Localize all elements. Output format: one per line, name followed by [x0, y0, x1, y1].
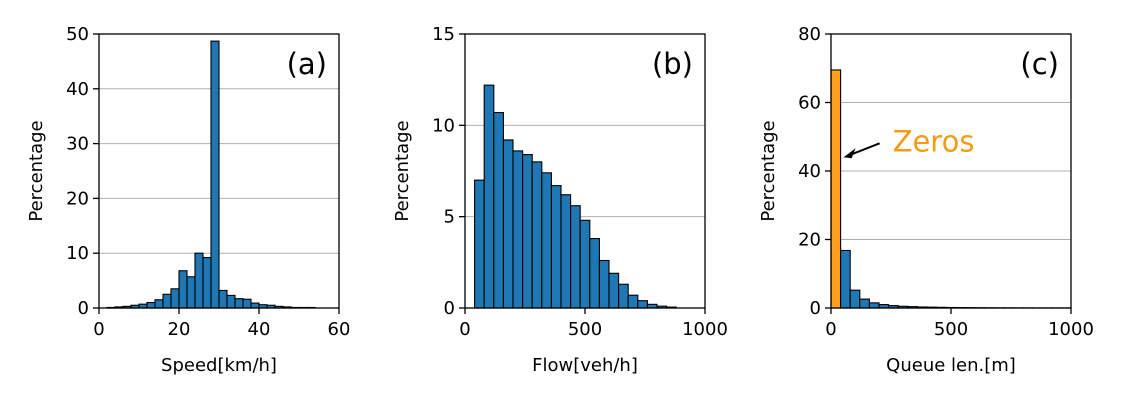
x-axis-label: Speed[km/h]: [161, 355, 277, 376]
panel-label: (b): [652, 47, 693, 81]
histogram-bar: [608, 272, 620, 309]
histogram-bar: [522, 154, 533, 309]
histogram-bar: [226, 294, 236, 309]
annotation-arrow-line: [851, 142, 880, 156]
histogram-bar: [146, 301, 156, 309]
histogram-bar: [531, 161, 543, 309]
histogram-bar: [598, 259, 610, 309]
histogram-bar: [550, 185, 562, 309]
y-tick-label: 15: [432, 24, 455, 45]
panel-a: 0 20 40 60 0 10 20 30 40 50 Speed[km/h] Percentage (…: [26, 24, 350, 376]
x-axis-label: Flow[veh/h]: [532, 355, 638, 376]
panel-label: (a): [287, 47, 327, 81]
histogram-bar: [210, 40, 220, 309]
y-tick-label: 0: [78, 298, 89, 319]
axes-frame: [98, 33, 340, 309]
histogram-bar: [502, 139, 514, 309]
x-tick-label: 0: [825, 319, 836, 340]
histogram-bar: [194, 252, 204, 309]
histogram-bar: [589, 238, 600, 309]
histogram-bar: [250, 302, 260, 309]
x-tick-label: 20: [168, 319, 191, 340]
zeros-annotation: Zeros: [893, 124, 975, 158]
histogram-bar: [868, 302, 880, 309]
histogram-bar: [202, 257, 212, 309]
histogram-bar: [218, 289, 228, 309]
histogram-bar: [541, 172, 552, 309]
histogram-bar: [170, 288, 180, 309]
x-tick-label: 500: [934, 319, 968, 340]
x-tick-label: 60: [328, 319, 351, 340]
y-tick-label: 0: [444, 298, 455, 319]
y-axis-label: Percentage: [26, 120, 47, 221]
histogram-bar: [242, 298, 252, 309]
y-axis-label: Percentage: [392, 120, 413, 221]
x-tick-label: 1000: [682, 319, 728, 340]
histogram-bar: [570, 205, 581, 309]
histogram-bar: [560, 194, 572, 309]
annotation-arrowhead: [843, 148, 856, 159]
histogram-bar: [162, 293, 172, 309]
histogram-bar: [859, 298, 870, 309]
histogram-bar: [178, 270, 188, 309]
histogram-bar: [627, 294, 639, 309]
histogram-bar: [234, 298, 244, 309]
histogram-bar: [474, 179, 485, 309]
x-tick-label: 0: [93, 319, 104, 340]
x-axis-label: Queue len.[m]: [886, 355, 1016, 376]
y-tick-label: 50: [66, 24, 89, 45]
panel-b: 0 500 1000 0 5 10 15 Flow[veh/h] Percentage (b): [392, 24, 728, 376]
x-tick-label: 40: [248, 319, 271, 340]
histogram-bar: [154, 299, 164, 309]
highlighted-bar: [830, 69, 842, 309]
x-tick-label: 1000: [1048, 319, 1094, 340]
y-tick-label: 10: [66, 243, 89, 264]
y-tick-label: 60: [798, 93, 821, 114]
y-tick-label: 0: [810, 298, 821, 319]
y-tick-label: 40: [798, 161, 821, 182]
histogram-bar: [579, 219, 591, 309]
y-tick-label: 5: [444, 207, 455, 228]
histogram-bar: [493, 111, 504, 309]
histogram-bar: [512, 150, 524, 309]
histogram-bar: [186, 276, 196, 309]
x-tick-label: 0: [459, 319, 470, 340]
y-tick-label: 40: [66, 79, 89, 100]
panel-c: 0 500 1000 0 20 40 60 80 Queue len.[m] Percentage…: [758, 24, 1094, 376]
histogram-bar: [483, 84, 495, 309]
x-tick-label: 500: [568, 319, 602, 340]
y-tick-label: 30: [66, 134, 89, 155]
histogram-bar: [840, 249, 851, 309]
y-tick-label: 20: [798, 230, 821, 251]
histogram-bar: [849, 289, 861, 309]
histogram-bar: [637, 300, 648, 309]
histogram-bar: [618, 283, 629, 309]
y-tick-label: 80: [798, 24, 821, 45]
y-axis-label: Percentage: [758, 120, 779, 221]
y-tick-label: 20: [66, 188, 89, 209]
y-tick-label: 10: [432, 115, 455, 136]
panel-label: (c): [1020, 47, 1059, 81]
